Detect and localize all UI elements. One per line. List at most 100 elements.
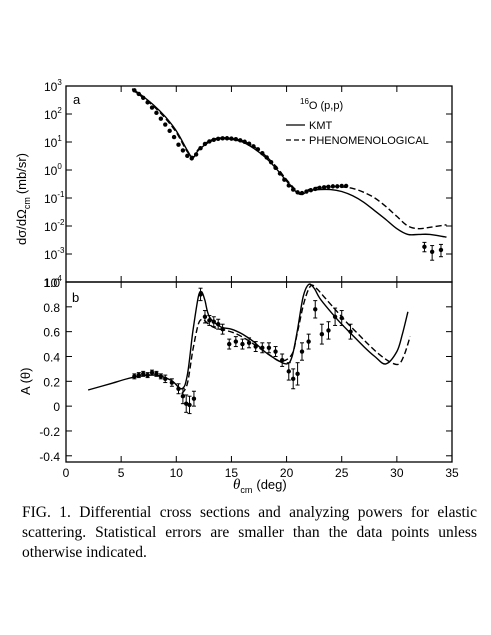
cross-section-data-point [211,137,216,142]
cross-section-data-point [224,136,230,141]
analyzing-power-data-point [220,326,225,332]
cross-section-data-point [220,136,225,141]
y-tick-label-b: 0.4 [43,350,60,364]
cross-section-data-point [185,153,190,159]
y-tick-label-b: 1.0 [43,276,60,290]
legend-title: O (p,p) [309,100,343,112]
cross-section-data-point [282,177,287,182]
figure-caption: FIG. 1. Differential cross sections and … [22,504,477,561]
x-tick-label: 35 [445,466,459,480]
y-tick-label-b: 0 [53,400,60,414]
panel-b-frame [65,281,453,463]
svg-text:16O (p,p): 16O (p,p) [300,97,343,112]
cross-section-data-point [277,171,283,176]
analyzing-power-data-point [180,394,186,399]
analyzing-power-data-point [145,372,150,378]
cross-section-data-point [238,138,243,143]
cross-section-data-point [255,147,261,152]
analyzing-power-data-point [132,374,137,379]
cross-section-data-point [229,136,234,141]
y-tick-label-a: 104 [44,274,62,290]
cross-section-data-point [299,190,305,196]
cross-section-data-point [136,91,141,97]
cross-section-data-point [286,183,291,188]
cross-section-data-point [339,183,344,189]
panel-b-label: b [72,290,79,305]
cross-section-data-point [246,141,252,146]
panel-a-ylabel: dσ/dΩcm(mb/sr) [14,153,32,245]
cross-section-data-point [321,185,327,190]
cross-section-data-point [154,110,159,116]
legend-entry-phenomenological: PHENOMENOLOGICAL [309,135,429,147]
analyzing-power-data-point [313,307,318,312]
cross-section-data-point [317,185,322,191]
analyzing-power-data-point [306,339,311,344]
analyzing-power-data-point [246,340,252,346]
legend-entry-kmt: KMT [309,120,333,132]
analyzing-power-data-point [207,318,212,323]
analyzing-power-data-point [176,386,181,391]
analyzing-power-data-point [149,370,155,375]
analyzing-power-data-point [326,328,331,333]
cross-section-data-point [141,95,146,100]
x-tick-label: 20 [280,466,294,480]
analyzing-power-data-point [169,380,175,385]
legend-title-sup: 16 [300,97,309,106]
cross-section-data-point [193,152,199,157]
panel-a-ticks: 103 102 101 100 10-1 10-2 10-3 104 [44,78,453,290]
y-tick-label-a: 10-3 [44,246,65,262]
analyzing-power-data-point [187,402,192,408]
analyzing-power-data-point [266,345,272,350]
analyzing-power-data-point [290,376,296,382]
cross-section-data-point [335,184,340,189]
cross-section-data-point [202,141,208,147]
cross-section-data-point [330,184,336,189]
analyzing-power-data-point [158,374,164,379]
cross-section-data-point [304,189,309,194]
x-tick-label: 5 [118,466,125,480]
cross-section-data-point [313,186,318,192]
cross-section-curve-phenomenological [131,88,447,230]
y-tick-label-b: -0.4 [39,450,60,464]
cross-section-data-point [268,159,274,165]
cross-section-data-point [233,136,239,142]
analyzing-power-data-point [260,345,265,350]
y-tick-label-b: -0.2 [39,425,60,439]
cross-section-data-point [429,249,435,254]
analyzing-power-data-point [253,344,258,349]
cross-section-data-point [242,139,247,144]
x-tick-label: 10 [170,466,184,480]
analyzing-power-data-point [198,292,203,297]
x-tick-label: 0 [63,466,70,480]
analyzing-power-curve-phenomenological [181,284,411,395]
panel-a-label: a [73,92,81,107]
cross-section-data-point [343,183,349,189]
y-tick-label-a: 103 [44,78,62,94]
y-tick-label-b: 0.8 [43,301,60,315]
cross-section-data-point [149,105,155,110]
analyzing-power-data-point [240,341,245,347]
cross-section-data-point [171,134,177,140]
y-tick-label-b: 0.6 [43,326,60,340]
cross-section-data-point [308,187,314,193]
analyzing-power-data-point [211,319,216,324]
panel-b-ticks: 1.00.80.60.40.20-0.2-0.40 5 10 15 20 25 30 35 [39,276,459,480]
x-tick-label: 30 [390,466,404,480]
cross-section-data-point [207,139,212,144]
legend: 16O (p,p) KMT PHENOMENOLOGICAL [286,97,429,147]
y-tick-label-a: 10-2 [44,218,65,234]
analyzing-power-data-point [191,396,197,401]
cross-section-data-point [438,247,444,253]
analyzing-power-data-point [202,314,208,319]
cross-section-data-point [215,136,221,142]
cross-section-data-point [260,150,265,156]
cross-section-data-point [180,148,186,153]
cross-section-data-point [189,156,194,161]
cross-section-data-point [422,244,427,250]
analyzing-power-data-point [233,339,239,344]
cross-section-data-point [326,184,331,190]
analyzing-power-data-point [348,329,353,334]
analyzing-power-data-point [154,371,159,377]
analyzing-power-data-point [332,314,338,319]
